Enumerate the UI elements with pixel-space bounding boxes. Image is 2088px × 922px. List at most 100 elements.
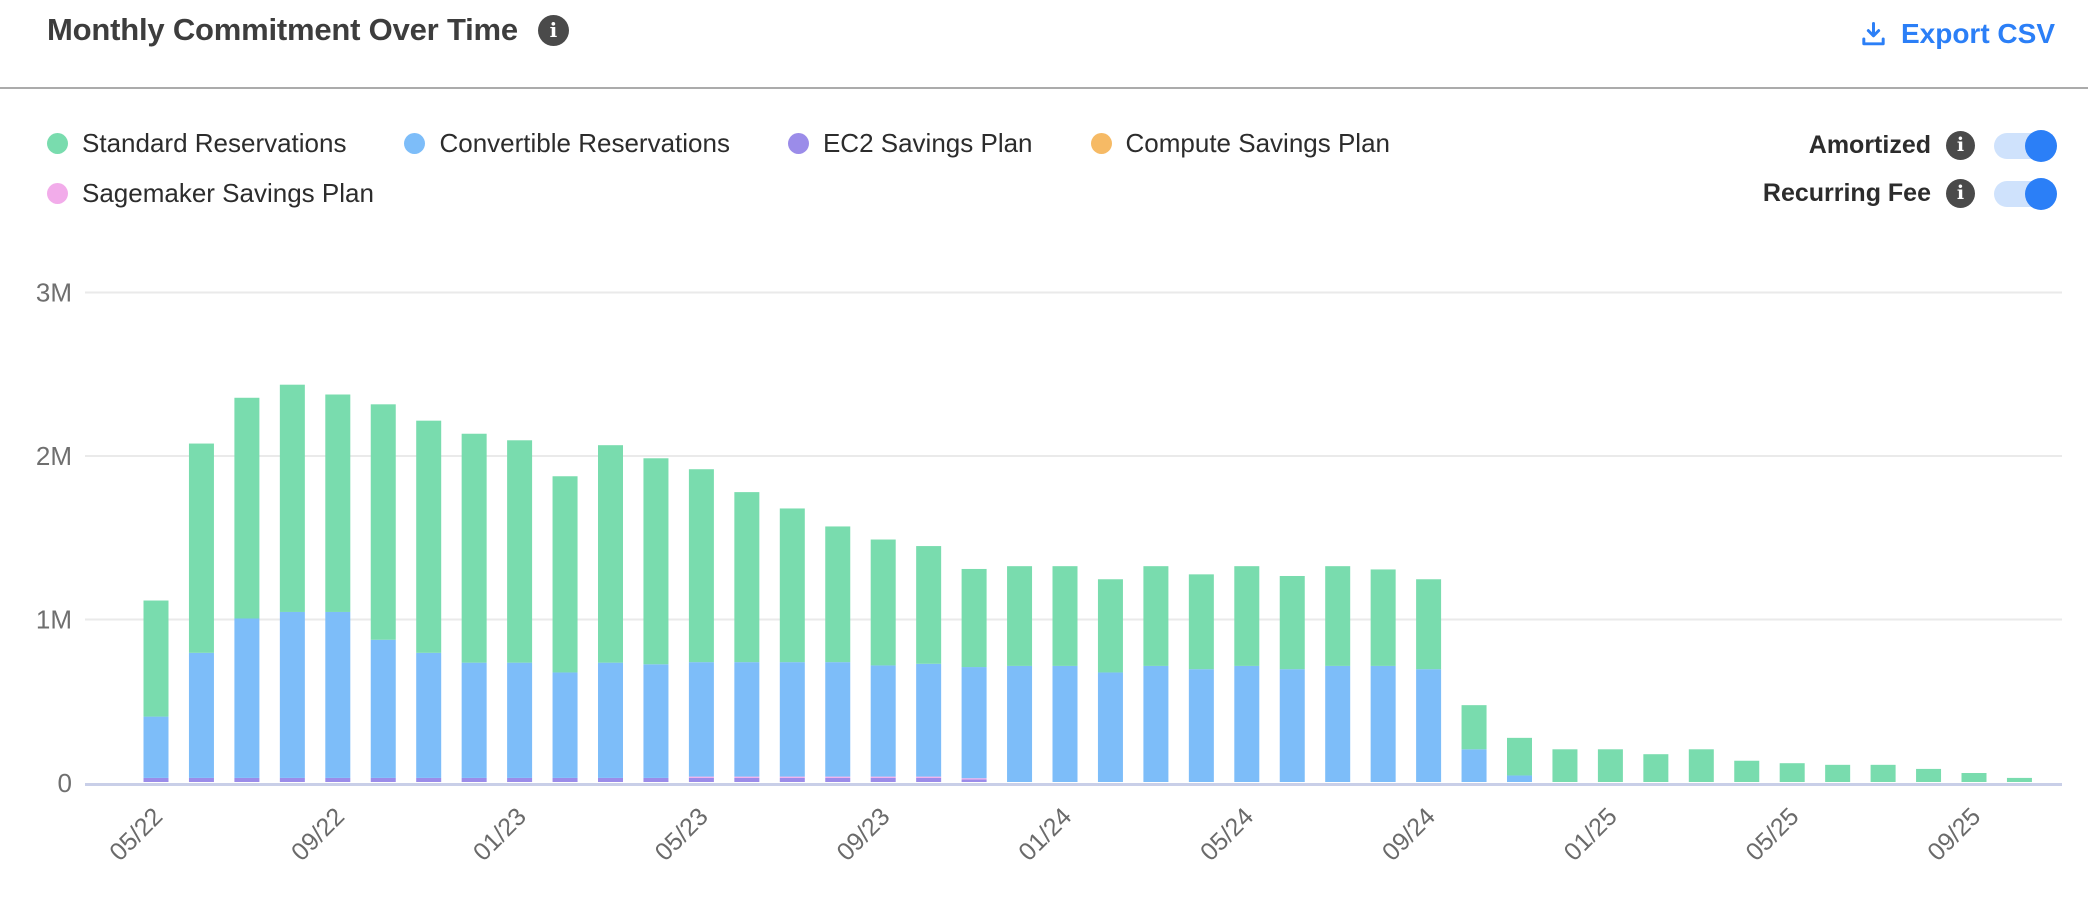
bar-segment[interactable] xyxy=(1961,773,1987,782)
bar-segment[interactable] xyxy=(1916,768,1942,782)
bar-segment[interactable] xyxy=(461,777,487,782)
bar-segment[interactable] xyxy=(1325,566,1351,666)
bar-segment[interactable] xyxy=(1097,579,1123,673)
bar-segment[interactable] xyxy=(1007,566,1033,666)
bar-segment[interactable] xyxy=(734,662,760,777)
bar-segment[interactable] xyxy=(1097,672,1123,782)
bar-segment[interactable] xyxy=(916,546,942,664)
bar-segment[interactable] xyxy=(961,568,987,668)
bar-segment[interactable] xyxy=(779,777,805,782)
bar-segment[interactable] xyxy=(1143,665,1169,782)
info-icon[interactable]: i xyxy=(1946,131,1975,160)
bar-segment[interactable] xyxy=(325,777,351,782)
bar-segment[interactable] xyxy=(1370,665,1396,782)
bar-segment[interactable] xyxy=(507,440,533,663)
legend-item-compute-savings-plan[interactable]: Compute Savings Plan xyxy=(1090,126,1390,160)
bar-segment[interactable] xyxy=(688,776,714,778)
bar-segment[interactable] xyxy=(1279,575,1305,670)
bar-segment[interactable] xyxy=(825,776,851,778)
bar-segment[interactable] xyxy=(234,397,260,619)
bar-segment[interactable] xyxy=(279,777,305,782)
bar-segment[interactable] xyxy=(234,618,260,778)
info-icon[interactable]: i xyxy=(537,14,569,46)
bar-segment[interactable] xyxy=(416,777,442,782)
bar-segment[interactable] xyxy=(188,652,214,778)
bar-segment[interactable] xyxy=(1234,665,1260,782)
bar-segment[interactable] xyxy=(643,664,669,778)
bar-segment[interactable] xyxy=(1143,566,1169,666)
bar-segment[interactable] xyxy=(1870,764,1896,782)
bar-segment[interactable] xyxy=(552,777,578,782)
bar-segment[interactable] xyxy=(688,662,714,777)
bar-segment[interactable] xyxy=(143,716,169,778)
bar-segment[interactable] xyxy=(961,778,987,780)
bar-segment[interactable] xyxy=(870,776,896,778)
legend-item-standard-reservations[interactable]: Standard Reservations xyxy=(47,126,346,160)
bar-segment[interactable] xyxy=(416,420,442,653)
legend-item-sagemaker-savings-plan[interactable]: Sagemaker Savings Plan xyxy=(47,176,374,210)
bar-segment[interactable] xyxy=(870,777,896,782)
bar-segment[interactable] xyxy=(279,611,305,778)
bar-segment[interactable] xyxy=(1507,775,1532,782)
bar-segment[interactable] xyxy=(1007,665,1033,782)
bar-segment[interactable] xyxy=(643,458,669,665)
bar-segment[interactable] xyxy=(370,777,396,782)
bar-segment[interactable] xyxy=(370,404,396,640)
bar-segment[interactable] xyxy=(1052,665,1078,782)
bar-segment[interactable] xyxy=(143,600,169,717)
recurring-fee-toggle[interactable] xyxy=(1994,177,2057,210)
bar-segment[interactable] xyxy=(1188,669,1214,782)
bar-segment[interactable] xyxy=(1370,569,1396,666)
bar-segment[interactable] xyxy=(416,652,442,778)
bar-segment[interactable] xyxy=(143,777,169,782)
bar-segment[interactable] xyxy=(2006,777,2032,782)
bar-segment[interactable] xyxy=(1416,669,1442,782)
bar-segment[interactable] xyxy=(234,777,260,782)
bar-segment[interactable] xyxy=(507,777,533,782)
bar-segment[interactable] xyxy=(734,492,760,663)
bar-segment[interactable] xyxy=(870,665,896,777)
bar-segment[interactable] xyxy=(1188,574,1214,670)
bar-segment[interactable] xyxy=(598,662,623,778)
bar-segment[interactable] xyxy=(825,777,851,782)
legend-item-ec2-savings-plan[interactable]: EC2 Savings Plan xyxy=(787,126,1033,160)
bar-segment[interactable] xyxy=(825,526,851,663)
bar-segment[interactable] xyxy=(643,777,669,782)
bar-segment[interactable] xyxy=(325,394,351,612)
bar-segment[interactable] xyxy=(1461,749,1487,782)
bar-segment[interactable] xyxy=(370,639,396,778)
bar-segment[interactable] xyxy=(507,662,533,778)
bar-segment[interactable] xyxy=(916,663,942,777)
bar-segment[interactable] xyxy=(461,662,487,778)
bar-segment[interactable] xyxy=(1779,763,1805,782)
amortized-toggle[interactable] xyxy=(1994,129,2057,162)
bar-segment[interactable] xyxy=(916,777,942,782)
bar-segment[interactable] xyxy=(916,776,942,778)
bar-segment[interactable] xyxy=(1461,705,1487,750)
bar-segment[interactable] xyxy=(279,384,305,612)
bar-segment[interactable] xyxy=(961,667,987,779)
bar-segment[interactable] xyxy=(188,443,214,653)
bar-segment[interactable] xyxy=(1507,737,1532,776)
bar-segment[interactable] xyxy=(598,445,623,663)
bar-segment[interactable] xyxy=(779,662,805,777)
bar-segment[interactable] xyxy=(961,779,987,782)
bar-segment[interactable] xyxy=(779,508,805,663)
bar-segment[interactable] xyxy=(1734,760,1760,782)
bar-segment[interactable] xyxy=(552,672,578,778)
bar-segment[interactable] xyxy=(688,469,714,663)
bar-segment[interactable] xyxy=(1234,566,1260,666)
bar-segment[interactable] xyxy=(1416,579,1442,670)
bar-segment[interactable] xyxy=(598,777,623,782)
bar-segment[interactable] xyxy=(552,476,578,673)
legend-item-convertible-reservations[interactable]: Convertible Reservations xyxy=(404,126,730,160)
bar-segment[interactable] xyxy=(1643,754,1669,782)
bar-segment[interactable] xyxy=(1552,749,1578,782)
bar-segment[interactable] xyxy=(734,777,760,782)
bar-segment[interactable] xyxy=(188,777,214,782)
bar-segment[interactable] xyxy=(1279,669,1305,782)
export-csv-button[interactable]: Export CSV xyxy=(1858,18,2055,50)
bar-segment[interactable] xyxy=(1825,764,1851,782)
bar-segment[interactable] xyxy=(1597,749,1623,782)
bar-segment[interactable] xyxy=(779,776,805,778)
